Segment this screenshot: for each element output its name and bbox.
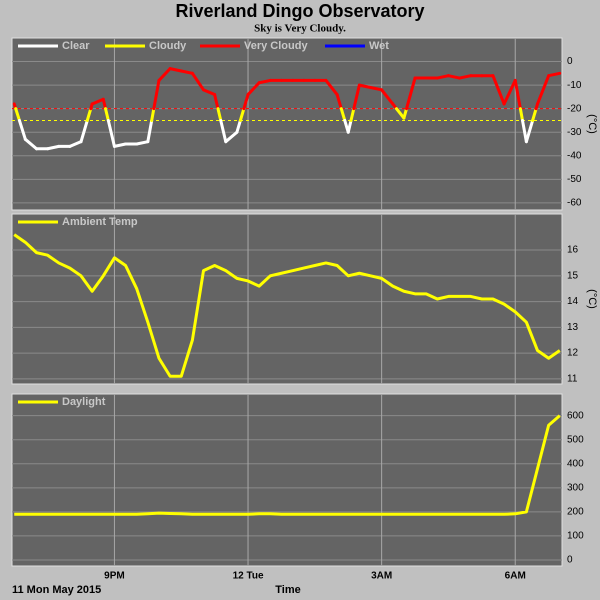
sky-segment xyxy=(179,69,194,75)
sky-segment xyxy=(152,78,161,111)
sky-segment xyxy=(101,97,108,111)
y-tick-label: 12 xyxy=(567,348,579,359)
sky-segment xyxy=(216,107,223,122)
sky-segment xyxy=(349,107,356,122)
date-label: 11 Mon May 2015 xyxy=(12,584,101,596)
sky-segment xyxy=(106,118,116,148)
sky-segment xyxy=(68,140,83,148)
y-axis-label: (°C) xyxy=(586,114,598,134)
y-tick-label: 0 xyxy=(567,56,573,67)
x-tick-label: 3AM xyxy=(371,571,392,582)
legend-label: Very Cloudy xyxy=(244,40,308,52)
sky-segment xyxy=(369,85,384,92)
y-tick-label: -10 xyxy=(567,80,582,91)
chart-subtitle: Sky is Very Cloudy. xyxy=(254,23,346,35)
sky-segment xyxy=(531,107,538,122)
sky-segment xyxy=(85,107,93,122)
y-tick-label: 100 xyxy=(567,531,584,542)
sky-segment xyxy=(394,107,406,120)
sky-segment xyxy=(513,78,522,111)
y-tick-label: 600 xyxy=(567,410,584,421)
sky-segment xyxy=(257,78,272,85)
sky-segment xyxy=(435,74,450,80)
sky-segment xyxy=(491,74,506,106)
panel xyxy=(11,393,563,567)
sky-segment xyxy=(357,83,373,89)
sky-segment xyxy=(524,118,535,144)
series-line xyxy=(14,414,561,516)
y-tick-label: 16 xyxy=(567,245,579,256)
sky-segment xyxy=(219,118,228,144)
sky-segment xyxy=(547,71,562,78)
legend-label: Clear xyxy=(62,40,90,52)
panel xyxy=(11,213,563,385)
sky-segment xyxy=(536,74,551,106)
sky-segment xyxy=(135,140,150,146)
y-tick-label: -40 xyxy=(567,150,582,161)
sky-segment xyxy=(112,142,128,148)
legend-label: Daylight xyxy=(62,396,106,408)
sky-segment xyxy=(352,83,361,111)
sky-segment xyxy=(242,93,250,111)
series-line xyxy=(13,233,561,378)
y-tick-label: -30 xyxy=(567,127,582,138)
sky-segment xyxy=(380,88,395,106)
sky-segment xyxy=(150,107,156,122)
y-tick-label: 200 xyxy=(567,507,584,518)
y-tick-label: 300 xyxy=(567,482,584,493)
x-tick-label: 9PM xyxy=(104,571,125,582)
y-tick-label: 0 xyxy=(567,555,573,566)
y-tick-label: 400 xyxy=(567,458,584,469)
sky-segment xyxy=(190,71,205,92)
y-tick-label: 15 xyxy=(567,270,579,281)
x-tick-label: 6AM xyxy=(505,571,526,582)
x-tick-label: 12 Tue xyxy=(233,571,264,582)
sky-segment xyxy=(402,107,409,120)
sky-segment xyxy=(104,107,110,122)
sky-segment xyxy=(518,107,525,122)
panel xyxy=(11,37,563,211)
sky-segment xyxy=(346,118,353,134)
sky-segment xyxy=(213,93,220,111)
y-tick-label: -50 xyxy=(567,174,582,185)
sky-segment xyxy=(201,88,217,97)
legend-label: Ambient Temp xyxy=(62,216,138,228)
sky-segment xyxy=(339,107,347,122)
sky-segment xyxy=(17,118,27,141)
y-tick-label: -20 xyxy=(567,103,582,114)
sky-segment xyxy=(502,78,517,106)
sky-segment xyxy=(446,74,462,80)
chart-title: Riverland Dingo Observatory xyxy=(175,1,424,21)
sky-segment xyxy=(146,118,154,144)
sky-segment xyxy=(157,67,172,82)
x-axis-label: Time xyxy=(275,584,300,596)
y-tick-label: 13 xyxy=(567,322,579,333)
sky-segment xyxy=(79,118,89,144)
y-tick-label: -60 xyxy=(567,198,582,209)
sky-segment xyxy=(168,67,183,73)
sky-segment xyxy=(324,78,339,97)
sky-segment xyxy=(246,81,261,97)
sky-segment xyxy=(521,118,528,144)
sky-segment xyxy=(238,107,246,122)
legend-label: Wet xyxy=(369,40,389,52)
sky-segment xyxy=(23,137,38,151)
y-axis-label: (°C) xyxy=(586,289,598,309)
sky-segment xyxy=(90,97,105,106)
sky-segment xyxy=(405,76,417,111)
y-tick-label: 11 xyxy=(567,373,578,384)
sky-segment xyxy=(224,130,239,144)
y-tick-label: 14 xyxy=(567,296,579,307)
y-tick-label: 500 xyxy=(567,434,584,445)
sky-segment xyxy=(14,107,21,122)
sky-segment xyxy=(335,93,343,111)
sky-segment xyxy=(458,74,473,80)
legend-label: Cloudy xyxy=(149,40,187,52)
sky-segment xyxy=(46,144,61,151)
sky-segment xyxy=(235,118,242,134)
